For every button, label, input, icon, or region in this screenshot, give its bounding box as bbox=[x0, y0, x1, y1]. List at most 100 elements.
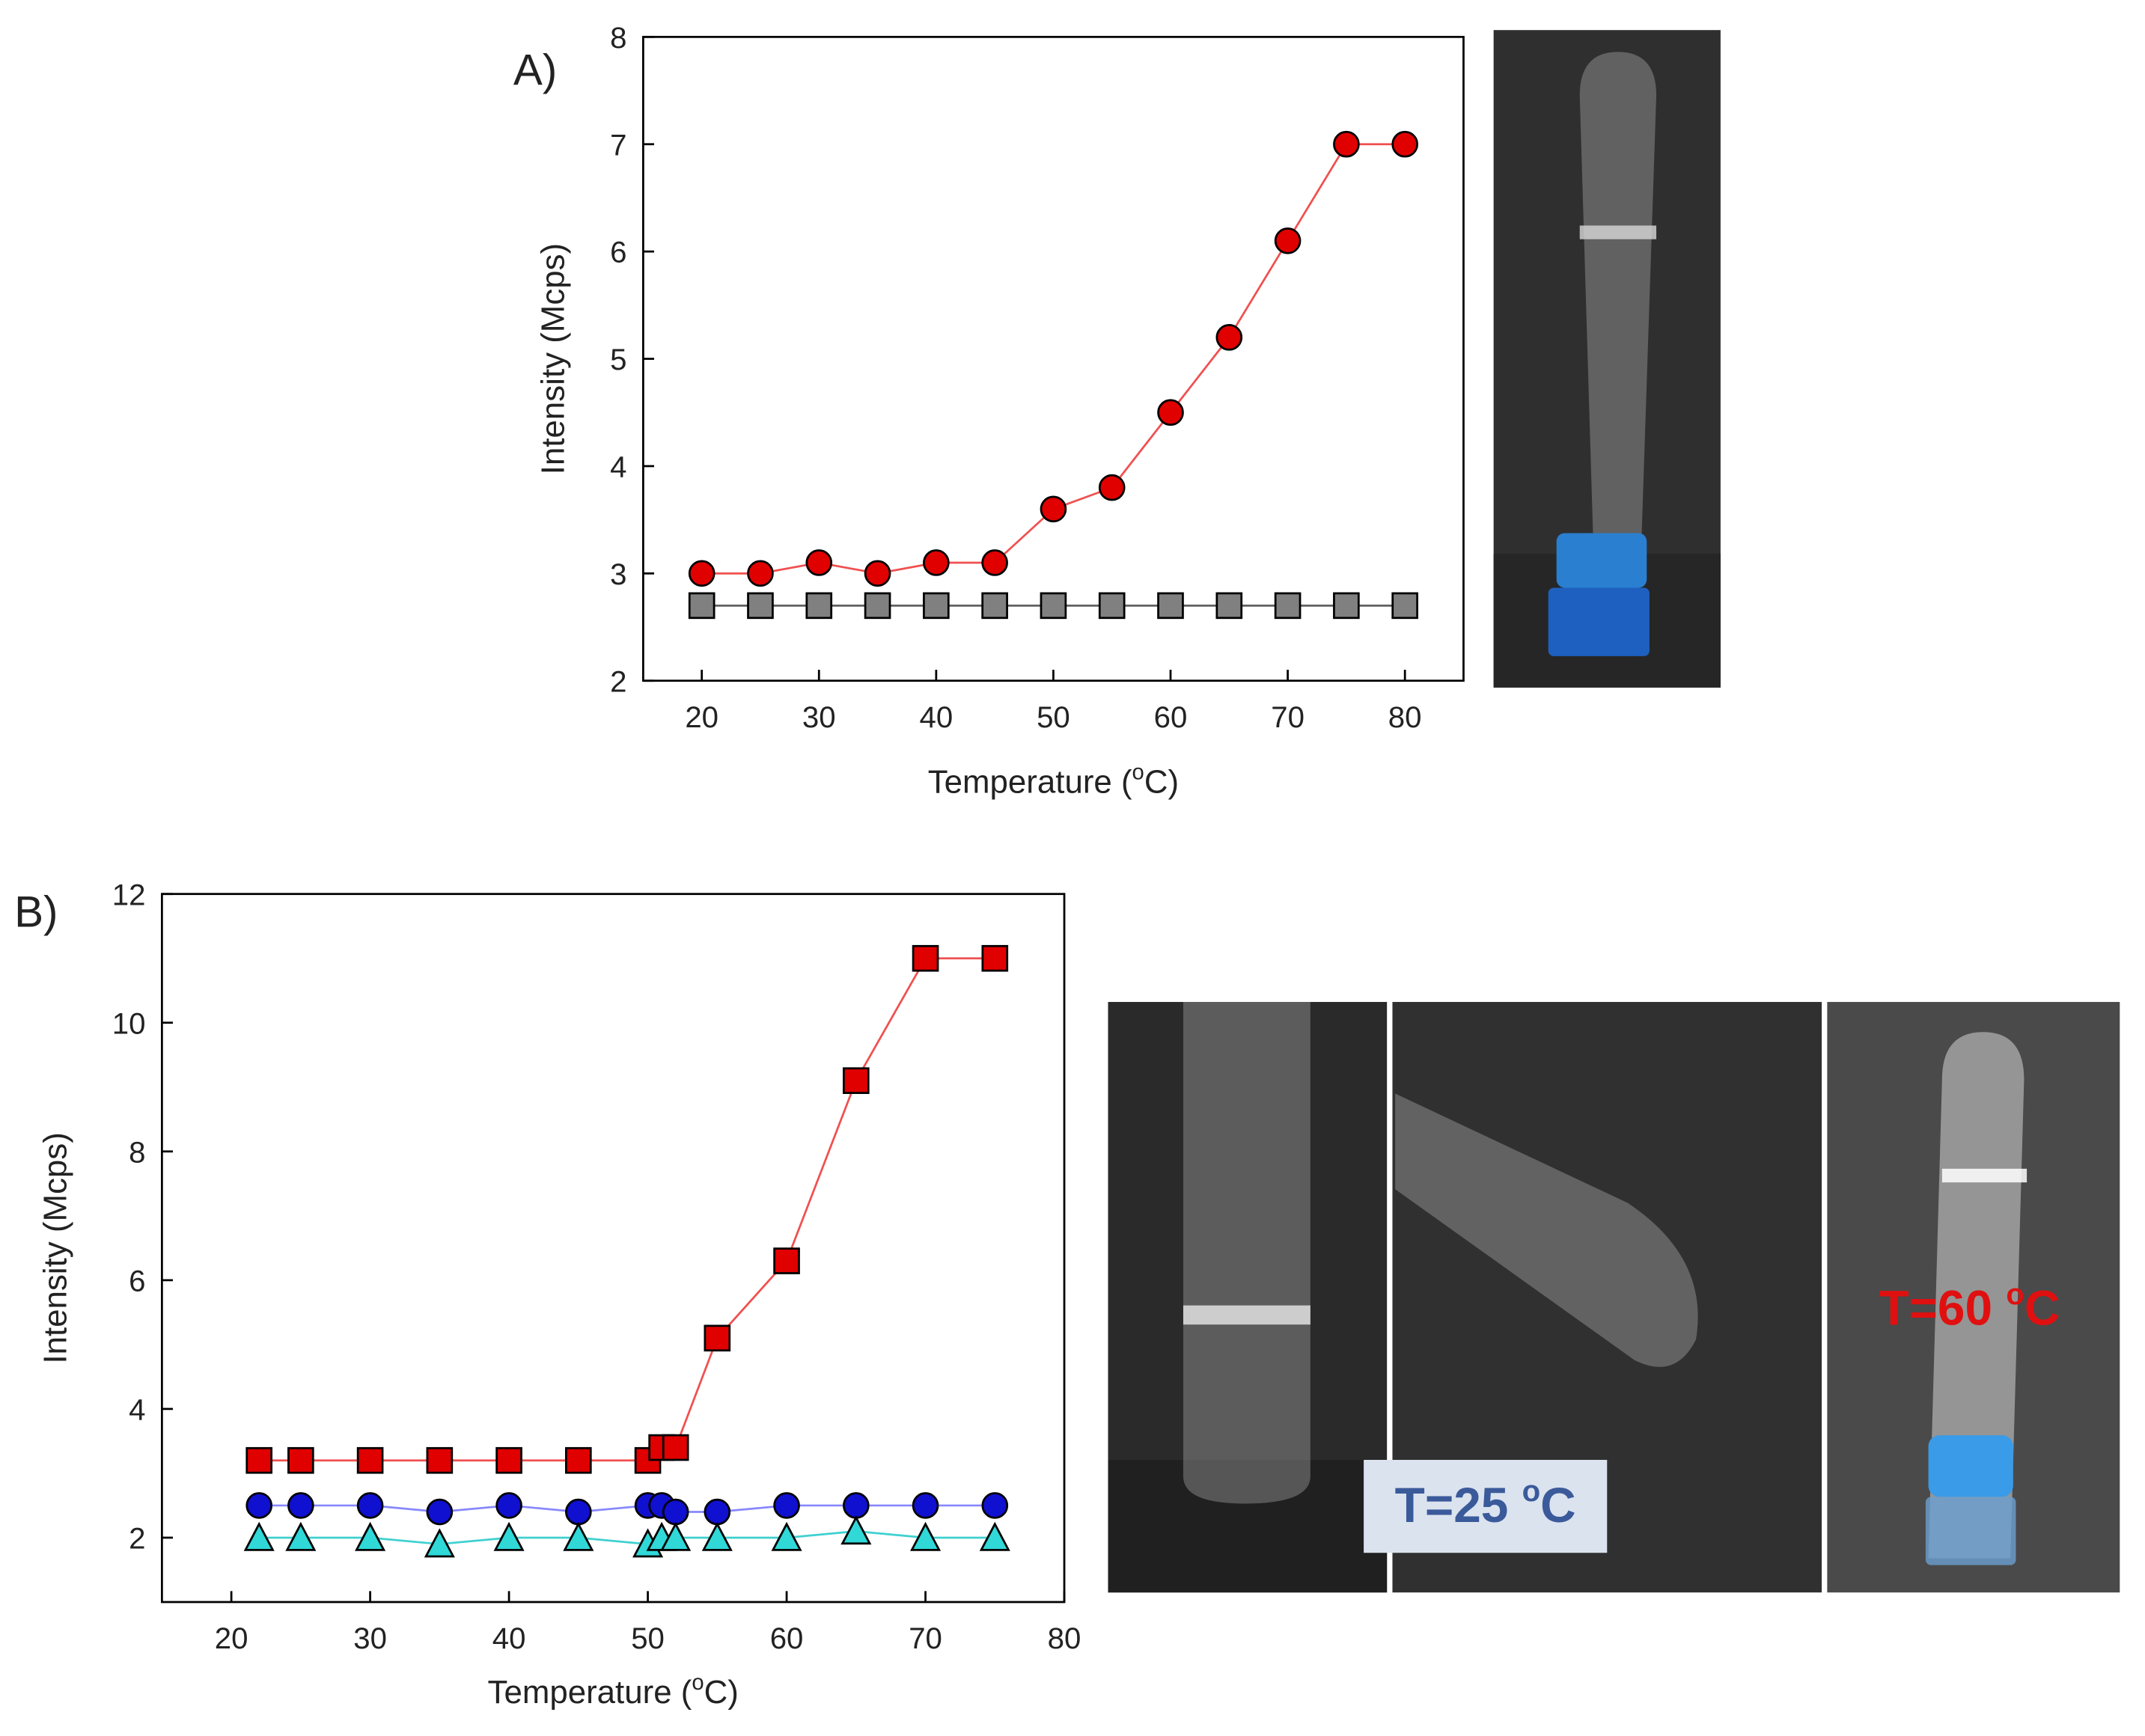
marker bbox=[840, 1515, 872, 1545]
marker bbox=[981, 944, 1009, 972]
y-tick-label: 12 bbox=[112, 878, 146, 911]
x-tick-label: 20 bbox=[215, 1622, 248, 1655]
photo-label-sup: o bbox=[1522, 1473, 1541, 1507]
marker bbox=[704, 1498, 731, 1526]
marker bbox=[747, 592, 774, 620]
y-tick-label: 2 bbox=[129, 1522, 145, 1556]
marker bbox=[864, 560, 891, 587]
marker bbox=[773, 1492, 800, 1519]
marker bbox=[563, 1521, 594, 1551]
marker bbox=[1098, 592, 1126, 620]
marker bbox=[771, 1521, 802, 1551]
marker bbox=[842, 1492, 870, 1519]
x-tick-label: 30 bbox=[353, 1622, 387, 1655]
x-tick-label: 70 bbox=[1271, 700, 1305, 734]
marker bbox=[981, 549, 1008, 576]
y-axis-label: Intensity (Mcps) bbox=[534, 243, 571, 474]
marker bbox=[1391, 130, 1418, 158]
marker bbox=[495, 1446, 522, 1474]
marker bbox=[979, 1521, 1010, 1551]
photo-label-text: T=60 bbox=[1879, 1280, 2006, 1336]
x-tick-label: 60 bbox=[1154, 700, 1188, 734]
marker bbox=[495, 1492, 522, 1519]
x-tick-label: 50 bbox=[1037, 700, 1070, 734]
marker bbox=[426, 1446, 454, 1474]
photo-label-sup: o bbox=[2006, 1277, 2025, 1310]
x-axis-label-part: C) bbox=[1144, 764, 1179, 801]
marker bbox=[287, 1492, 314, 1519]
marker bbox=[660, 1521, 692, 1551]
photo-label-text: C bbox=[2025, 1280, 2060, 1336]
y-tick-label: 8 bbox=[129, 1135, 145, 1169]
marker bbox=[1215, 592, 1243, 620]
photo-label: T=25 oC bbox=[1395, 1473, 1576, 1532]
y-tick-label: 5 bbox=[610, 343, 626, 376]
y-axis-label: Intensity (Mcps) bbox=[37, 1132, 73, 1363]
marker bbox=[912, 1492, 939, 1519]
y-tick-label: 4 bbox=[129, 1393, 145, 1427]
x-tick-label: 20 bbox=[685, 700, 718, 734]
plot-frame bbox=[161, 893, 1066, 1604]
x-tick-label: 80 bbox=[1388, 700, 1422, 734]
marker bbox=[981, 592, 1008, 620]
x-tick-label: 60 bbox=[770, 1622, 804, 1655]
photo-label-text: C bbox=[1540, 1477, 1575, 1532]
marker bbox=[565, 1498, 592, 1526]
x-axis-label-part: C) bbox=[704, 1674, 739, 1711]
marker bbox=[910, 1521, 942, 1551]
marker bbox=[1040, 495, 1067, 523]
marker bbox=[912, 944, 939, 972]
photo-b1 bbox=[1108, 1002, 1388, 1593]
x-axis-label-part: o bbox=[1132, 760, 1144, 784]
marker bbox=[688, 560, 715, 587]
marker bbox=[662, 1498, 689, 1526]
y-tick-label: 2 bbox=[610, 664, 626, 698]
marker bbox=[923, 592, 950, 620]
marker bbox=[1040, 592, 1067, 620]
marker bbox=[1098, 474, 1126, 501]
marker bbox=[426, 1498, 454, 1526]
marker bbox=[287, 1446, 314, 1474]
marker bbox=[424, 1528, 455, 1558]
photo-b3 bbox=[1827, 1002, 2120, 1593]
marker bbox=[356, 1492, 384, 1519]
y-tick-label: 8 bbox=[610, 21, 626, 55]
y-tick-label: 6 bbox=[610, 236, 626, 269]
marker bbox=[662, 1434, 689, 1461]
y-tick-label: 3 bbox=[610, 557, 626, 591]
marker bbox=[805, 549, 833, 576]
photo-a bbox=[1493, 30, 1721, 688]
photo-label-text: T=25 bbox=[1395, 1477, 1522, 1532]
marker bbox=[704, 1324, 731, 1352]
x-axis-label: Temperature (oC) bbox=[488, 1671, 739, 1711]
marker bbox=[355, 1521, 386, 1551]
y-tick-label: 10 bbox=[112, 1006, 146, 1040]
x-tick-label: 40 bbox=[920, 700, 953, 734]
panel-label: B) bbox=[14, 888, 58, 937]
photo-label: T=60 oC bbox=[1879, 1277, 2060, 1336]
marker bbox=[1157, 399, 1184, 427]
marker bbox=[493, 1521, 525, 1551]
x-tick-label: 80 bbox=[1048, 1622, 1081, 1655]
marker bbox=[1274, 227, 1302, 254]
series-line bbox=[259, 957, 995, 1462]
x-tick-label: 40 bbox=[492, 1622, 526, 1655]
x-tick-label: 30 bbox=[802, 700, 836, 734]
marker bbox=[1215, 324, 1243, 351]
marker bbox=[1333, 130, 1360, 158]
y-tick-label: 6 bbox=[129, 1264, 145, 1298]
x-tick-label: 50 bbox=[631, 1622, 665, 1655]
marker bbox=[245, 1492, 273, 1519]
marker bbox=[805, 592, 833, 620]
marker bbox=[747, 560, 774, 587]
marker bbox=[356, 1446, 384, 1474]
x-axis-label-part: Temperature ( bbox=[928, 764, 1132, 801]
chart: A) 2 3 4 5 6 7 8 20 30 40 50 60 70 80 Temperature (oC) I… bbox=[513, 21, 1465, 801]
marker bbox=[565, 1446, 592, 1474]
marker bbox=[981, 1492, 1009, 1519]
marker bbox=[701, 1521, 733, 1551]
x-tick-label: 70 bbox=[909, 1622, 942, 1655]
marker bbox=[243, 1521, 275, 1551]
